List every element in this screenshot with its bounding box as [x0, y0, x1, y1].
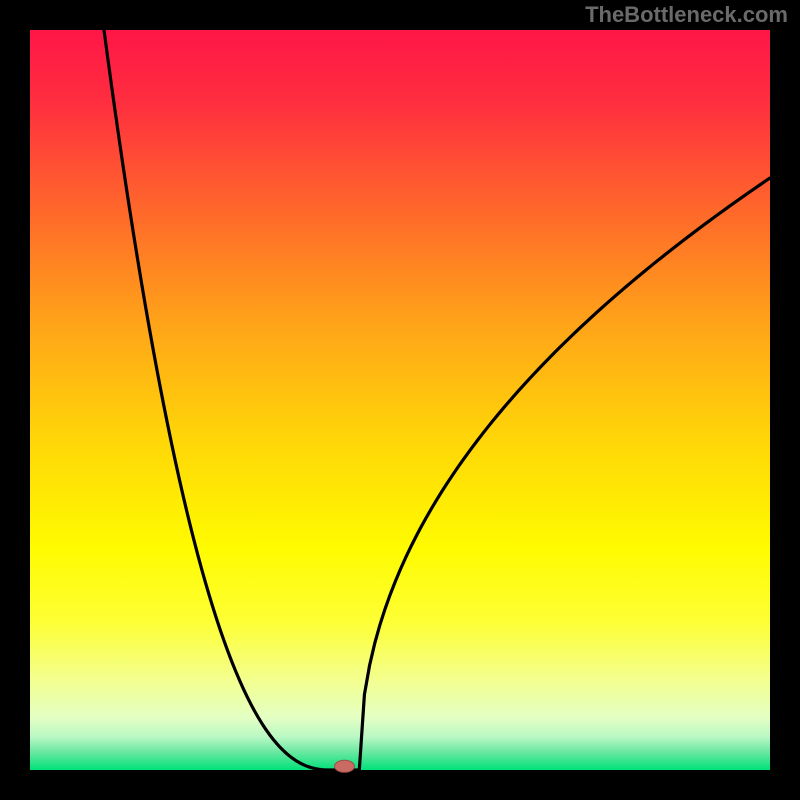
plot-background: [30, 30, 770, 770]
chart-container: TheBottleneck.com: [0, 0, 800, 800]
watermark-text: TheBottleneck.com: [585, 2, 788, 28]
bottleneck-chart: [0, 0, 800, 800]
optimal-point-marker: [335, 760, 355, 772]
